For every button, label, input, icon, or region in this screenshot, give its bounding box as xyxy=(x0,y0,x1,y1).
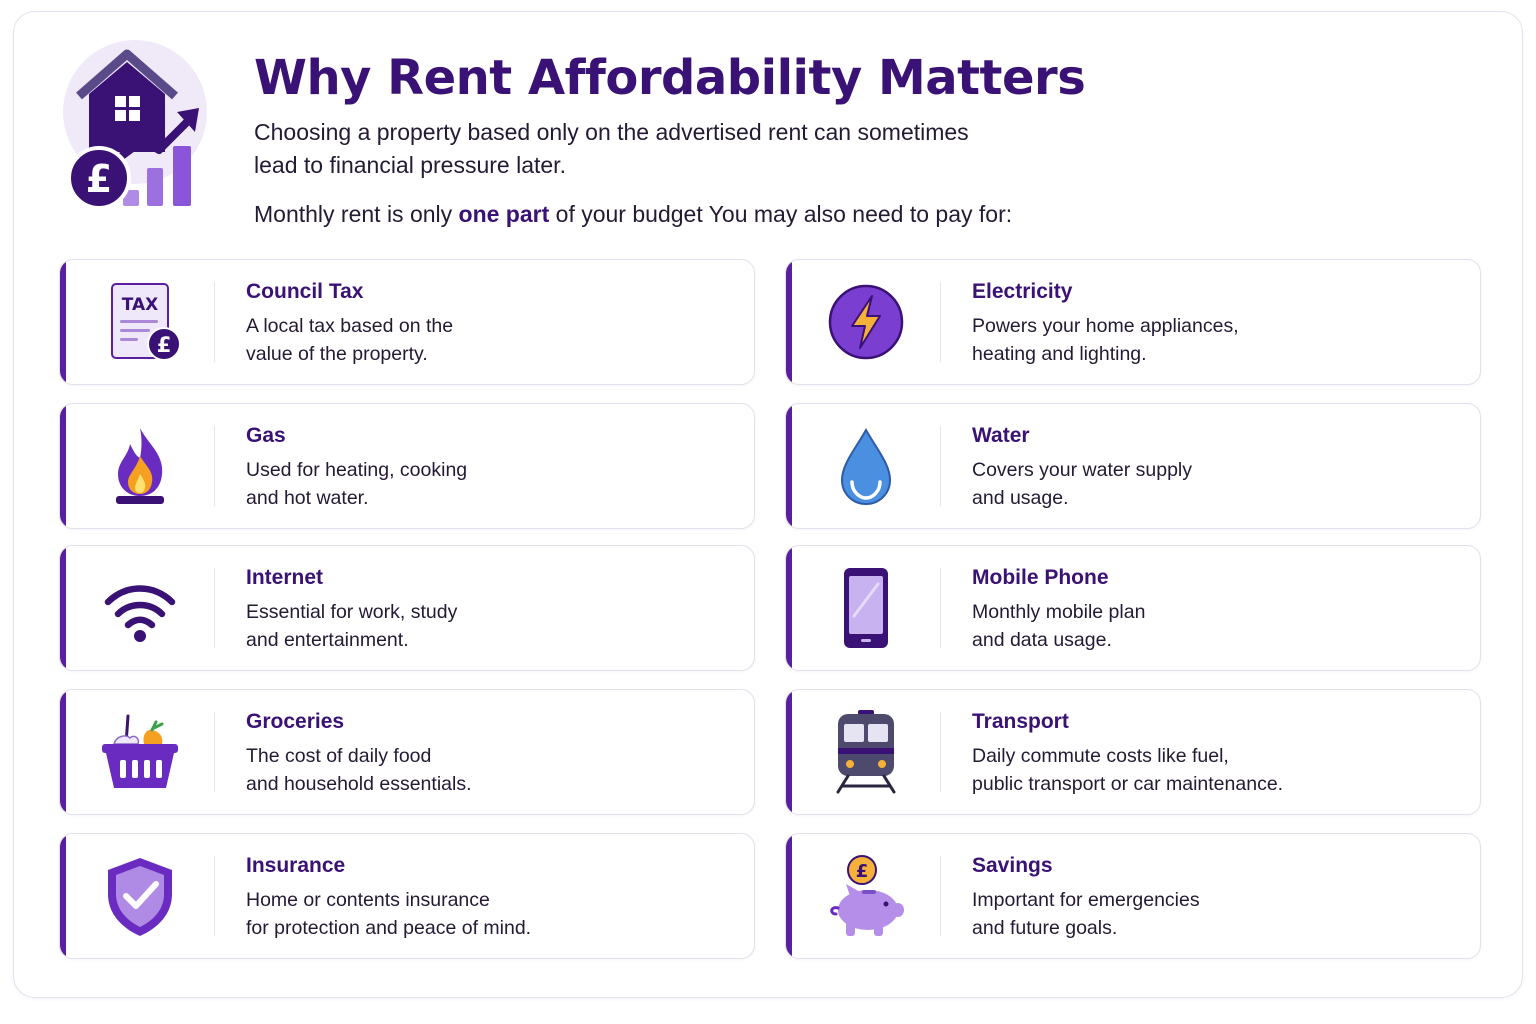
card-title: Mobile Phone xyxy=(972,566,1109,589)
card-divider xyxy=(214,712,215,792)
card-description-line-2: value of the property. xyxy=(246,343,428,365)
card-description-line-2: and entertainment. xyxy=(246,629,409,651)
card-description: The cost of daily food and household esse… xyxy=(246,742,746,798)
card-description: Essential for work, study and entertainme… xyxy=(246,598,746,654)
card-description: A local tax based on the value of the pro… xyxy=(246,312,746,368)
shield-check-icon xyxy=(108,858,172,936)
card-description: Covers your water supply and usage. xyxy=(972,456,1472,512)
tax-document-icon: TAX £ xyxy=(111,283,181,361)
card-description-line-2: and data usage. xyxy=(972,629,1112,651)
card-description: Powers your home appliances, heating and … xyxy=(972,312,1472,368)
card-divider xyxy=(940,856,941,936)
train-icon xyxy=(836,710,896,794)
budget-note-end: of your budget You may also need to pay … xyxy=(549,201,1013,227)
budget-note: Monthly rent is only one part of your bu… xyxy=(254,199,1012,229)
mobile-phone-icon xyxy=(844,568,888,648)
card-description-line-2: for protection and peace of mind. xyxy=(246,917,532,939)
budget-note-start: Monthly rent is only xyxy=(254,201,459,227)
shopping-basket-icon xyxy=(102,714,178,788)
card-divider xyxy=(940,568,941,648)
expense-card-insurance: Insurance Home or contents insurance for … xyxy=(59,833,755,959)
card-description-line-2: and household essentials. xyxy=(246,773,472,795)
expense-card-savings: £ Savings Important for emergencies and f… xyxy=(785,833,1481,959)
card-title: Water xyxy=(972,424,1030,447)
expense-card-council-tax: TAX £ Council Tax A local tax based on t… xyxy=(59,259,755,385)
expense-card-water: Water Covers your water supply and usage. xyxy=(785,403,1481,529)
budget-note-emphasis: one part xyxy=(458,201,550,227)
card-description-line-1: Powers your home appliances, xyxy=(972,315,1239,337)
gas-flame-icon xyxy=(116,428,164,504)
card-description: Daily commute costs like fuel, public tra… xyxy=(972,742,1472,798)
svg-text:£: £ xyxy=(157,333,172,357)
card-description-line-1: A local tax based on the xyxy=(246,315,454,337)
expense-card-transport: Transport Daily commute costs like fuel,… xyxy=(785,689,1481,815)
card-divider xyxy=(214,856,215,936)
card-title: Council Tax xyxy=(246,280,364,303)
expense-card-electricity: Electricity Powers your home appliances,… xyxy=(785,259,1481,385)
svg-text:£: £ xyxy=(856,861,869,882)
card-description-line-1: Monthly mobile plan xyxy=(972,601,1146,623)
card-description-line-2: and usage. xyxy=(972,487,1069,509)
card-description-line-1: Daily commute costs like fuel, xyxy=(972,745,1229,767)
lightning-icon xyxy=(828,284,904,360)
intro-line-2: lead to financial pressure later. xyxy=(254,152,566,178)
card-divider xyxy=(214,568,215,648)
card-description-line-2: heating and lighting. xyxy=(972,343,1147,365)
expense-card-groceries: Groceries The cost of daily food and hous… xyxy=(59,689,755,815)
water-drop-icon xyxy=(840,427,892,506)
card-description-line-2: and future goals. xyxy=(972,917,1118,939)
card-description: Monthly mobile plan and data usage. xyxy=(972,598,1472,654)
intro-line-1: Choosing a property based only on the ad… xyxy=(254,119,969,145)
wifi-icon xyxy=(104,585,176,642)
card-title: Gas xyxy=(246,424,286,447)
expense-card-mobile-phone: Mobile Phone Monthly mobile plan and data… xyxy=(785,545,1481,671)
card-description-line-2: and hot water. xyxy=(246,487,369,509)
card-title: Internet xyxy=(246,566,324,589)
card-description-line-1: Covers your water supply xyxy=(972,459,1193,481)
card-title: Insurance xyxy=(246,854,346,877)
piggy-bank-icon: £ xyxy=(830,855,904,936)
card-divider xyxy=(940,426,941,506)
expense-card-gas: Gas Used for heating, cooking and hot wat… xyxy=(59,403,755,529)
card-description-line-1: Important for emergencies xyxy=(972,889,1200,911)
card-title: Electricity xyxy=(972,280,1073,303)
card-divider xyxy=(214,282,215,362)
svg-text:£: £ xyxy=(86,157,112,201)
house-pound-growth-icon: £ xyxy=(63,40,207,210)
svg-text:TAX: TAX xyxy=(122,295,159,315)
card-description-line-1: Home or contents insurance xyxy=(246,889,490,911)
card-description-line-2: public transport or car maintenance. xyxy=(972,773,1284,795)
card-divider xyxy=(940,282,941,362)
card-description-line-1: Essential for work, study xyxy=(246,601,458,623)
expense-card-internet: Internet Essential for work, study and en… xyxy=(59,545,755,671)
card-title: Groceries xyxy=(246,710,345,733)
page-title: Why Rent Affordability Matters xyxy=(254,50,1086,106)
card-description: Used for heating, cooking and hot water. xyxy=(246,456,746,512)
card-divider xyxy=(214,426,215,506)
card-divider xyxy=(940,712,941,792)
card-title: Transport xyxy=(972,710,1069,733)
card-description: Important for emergencies and future goal… xyxy=(972,886,1472,942)
intro-text: Choosing a property based only on the ad… xyxy=(254,116,1074,182)
card-description-line-1: Used for heating, cooking xyxy=(246,459,468,481)
card-title: Savings xyxy=(972,854,1053,877)
card-description: Home or contents insurance for protection… xyxy=(246,886,746,942)
card-description-line-1: The cost of daily food xyxy=(246,745,432,767)
